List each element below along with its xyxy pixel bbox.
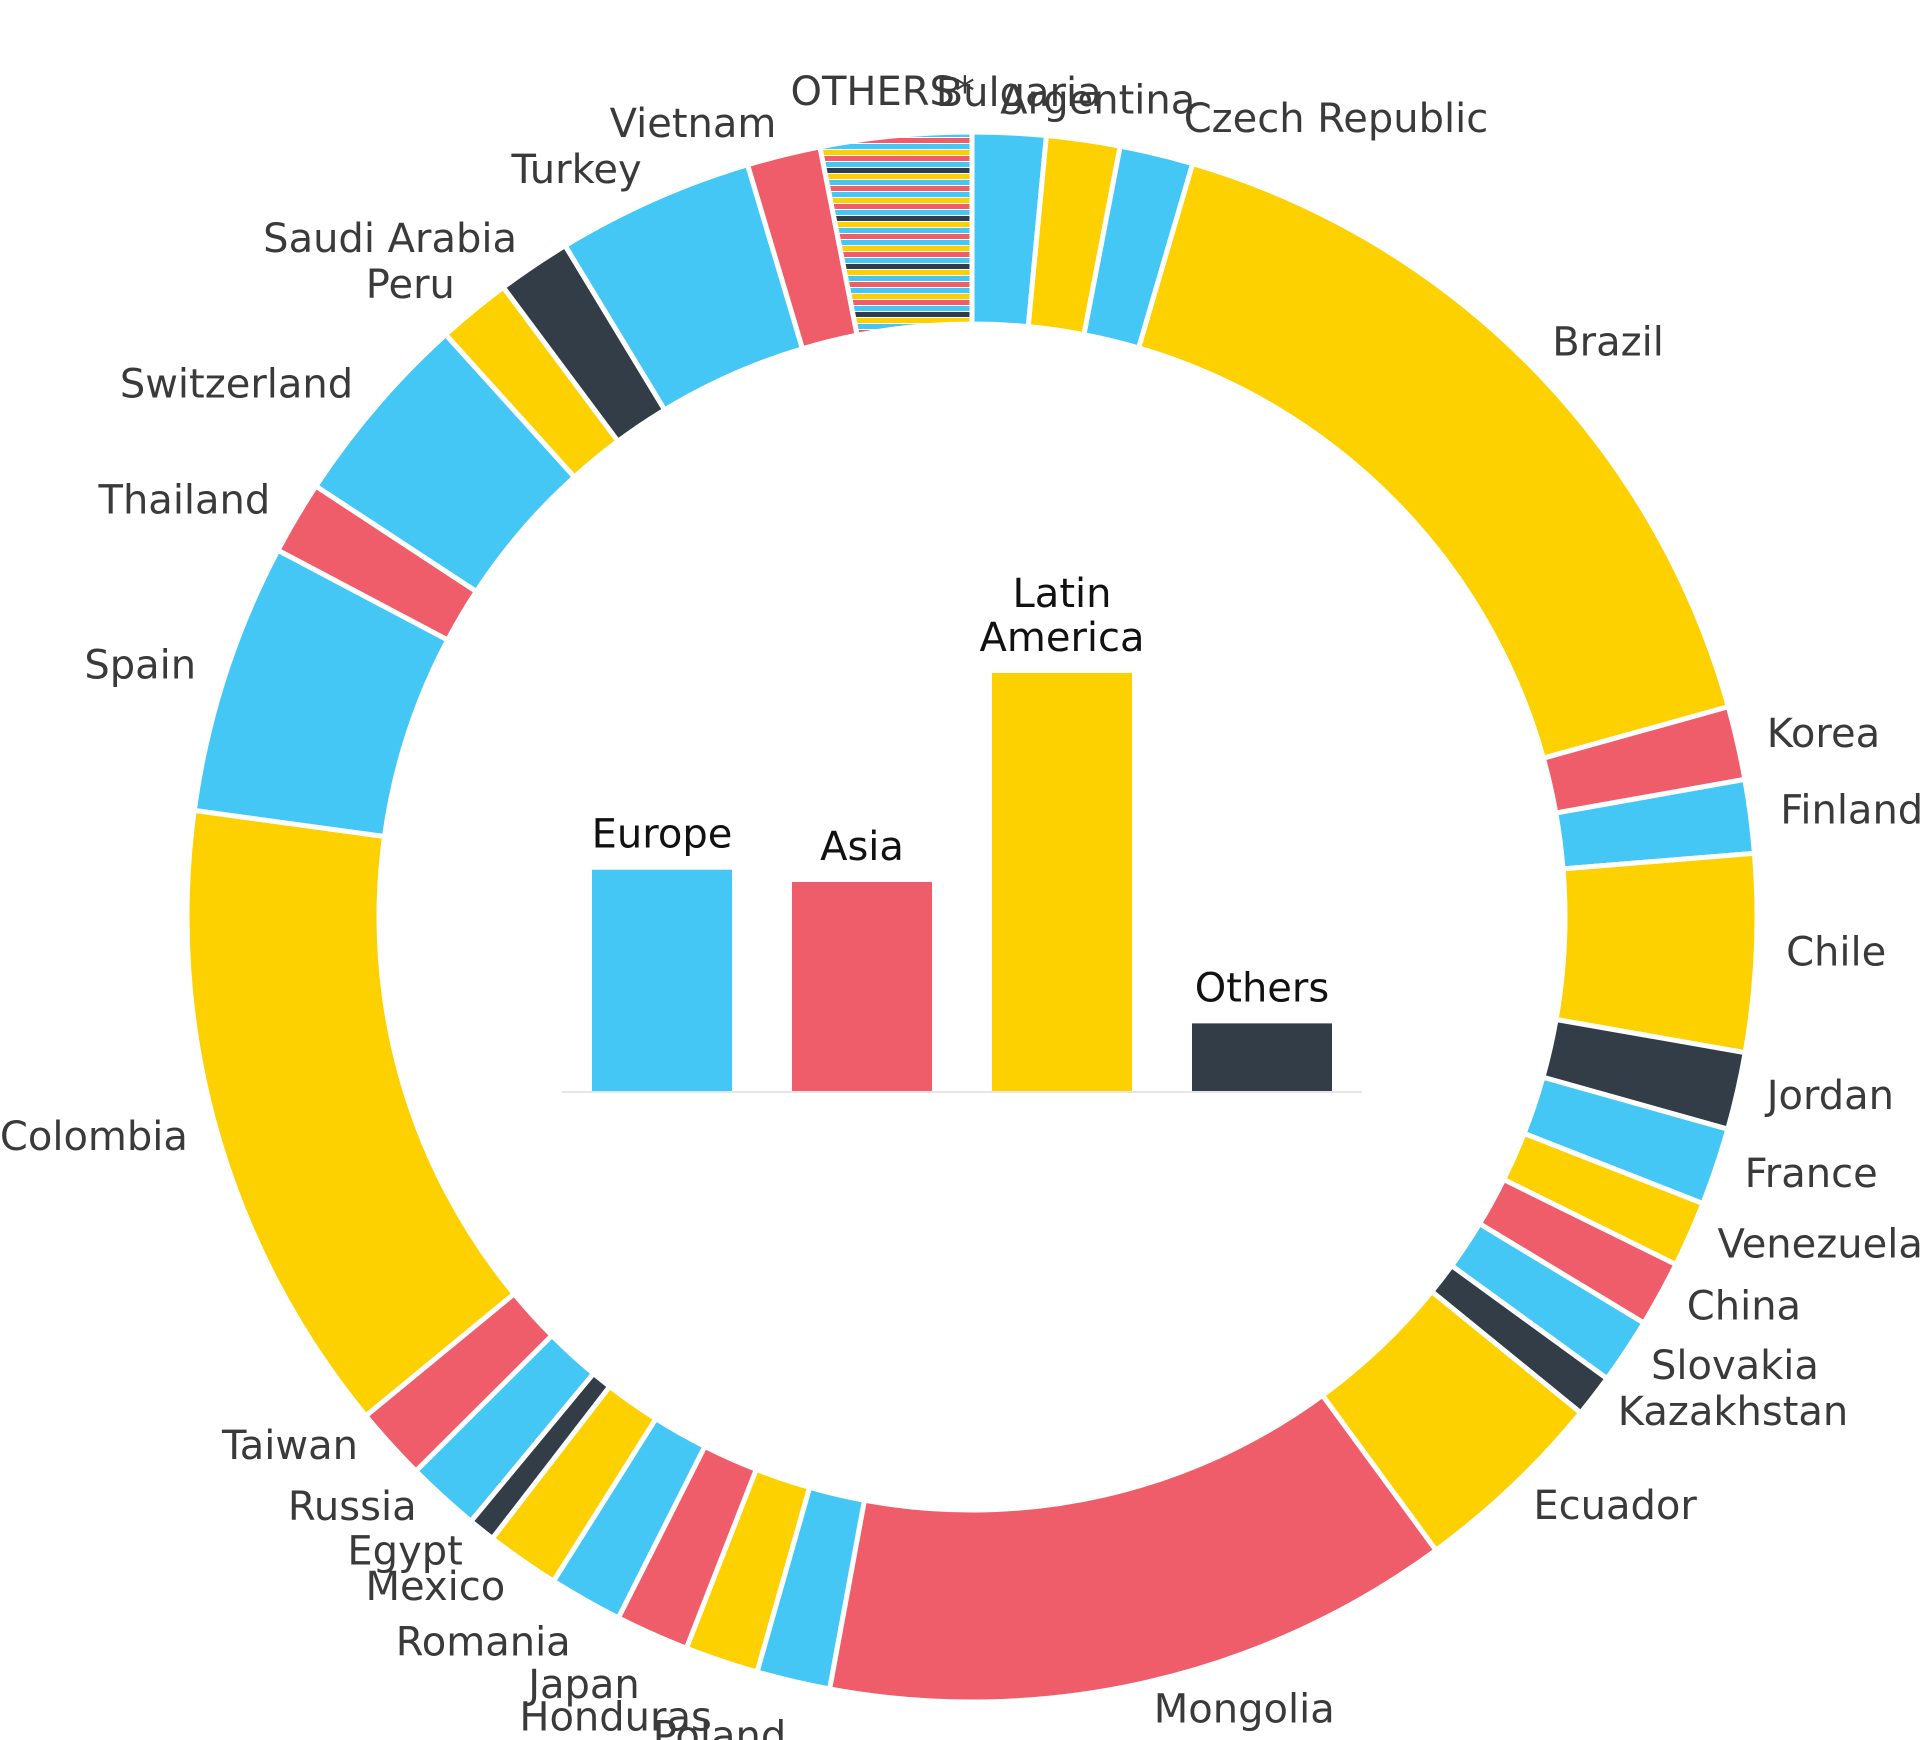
bar-europe: [592, 869, 732, 1091]
bar-label-europe: Europe: [592, 812, 733, 858]
donut-label-czech-republic: Czech Republic: [1184, 96, 1489, 142]
donut-label-slovakia: Slovakia: [1651, 1343, 1819, 1389]
donut-label-france: France: [1745, 1151, 1878, 1197]
donut-label-others: OTHERS*: [790, 69, 974, 115]
donut-label-korea: Korea: [1767, 711, 1880, 757]
bar-label-asia: Asia: [820, 824, 904, 870]
donut-label-vietnam: Vietnam: [610, 101, 777, 147]
bar-label-others: Others: [1195, 965, 1329, 1011]
donut-label-turkey: Turkey: [510, 147, 641, 193]
donut-label-honduras: Honduras: [519, 1694, 711, 1740]
donut-label-romania: Romania: [396, 1619, 571, 1665]
donut-label-chile: Chile: [1786, 930, 1886, 976]
donut-label-bulgaria: Bulgaria: [936, 70, 1102, 116]
donut-label-egypt: Egypt: [347, 1528, 462, 1574]
donut-label-thailand: Thailand: [98, 477, 271, 523]
donut-label-poland: Poland: [653, 1714, 787, 1740]
bar-asia: [792, 882, 932, 1091]
donut-label-taiwan: Taiwan: [221, 1423, 358, 1469]
donut-label-mongolia: Mongolia: [1154, 1686, 1335, 1732]
donut-label-russia: Russia: [288, 1484, 417, 1530]
donut-label-jordan: Jordan: [1764, 1073, 1894, 1119]
donut-label-peru: Peru: [366, 262, 455, 308]
donut-label-finland: Finland: [1780, 787, 1920, 833]
donut-label-china: China: [1687, 1284, 1801, 1330]
donut-label-kazakhstan: Kazakhstan: [1618, 1389, 1848, 1435]
donut-label-colombia: Colombia: [0, 1114, 188, 1160]
donut-label-brazil: Brazil: [1552, 320, 1664, 366]
donut-label-japan: Japan: [525, 1662, 640, 1708]
bar-latin-america: [992, 673, 1132, 1091]
donut-label-switzerland: Switzerland: [120, 362, 353, 408]
donut-label-saudi-arabia: Saudi Arabia: [263, 216, 517, 262]
donut-label-venezuela: Venezuela: [1717, 1221, 1920, 1267]
donut-label-spain: Spain: [84, 642, 196, 688]
donut-label-ecuador: Ecuador: [1533, 1483, 1697, 1529]
donut-slice-mongolia: [826, 1391, 1440, 1705]
bar-others: [1192, 1023, 1332, 1091]
donut-slice-colombia: [184, 807, 518, 1420]
donut-label-argentina: Argentina: [1000, 77, 1195, 123]
donut-slice-others: [817, 129, 975, 339]
donut-slice-brazil: [1135, 160, 1732, 762]
donut-label-mexico: Mexico: [366, 1564, 506, 1610]
donut-ring: [184, 129, 1760, 1705]
inner-bar-chart: Europe Asia Latin America Others: [562, 571, 1362, 1093]
bar-label-latin-america: Latin America: [980, 571, 1145, 661]
